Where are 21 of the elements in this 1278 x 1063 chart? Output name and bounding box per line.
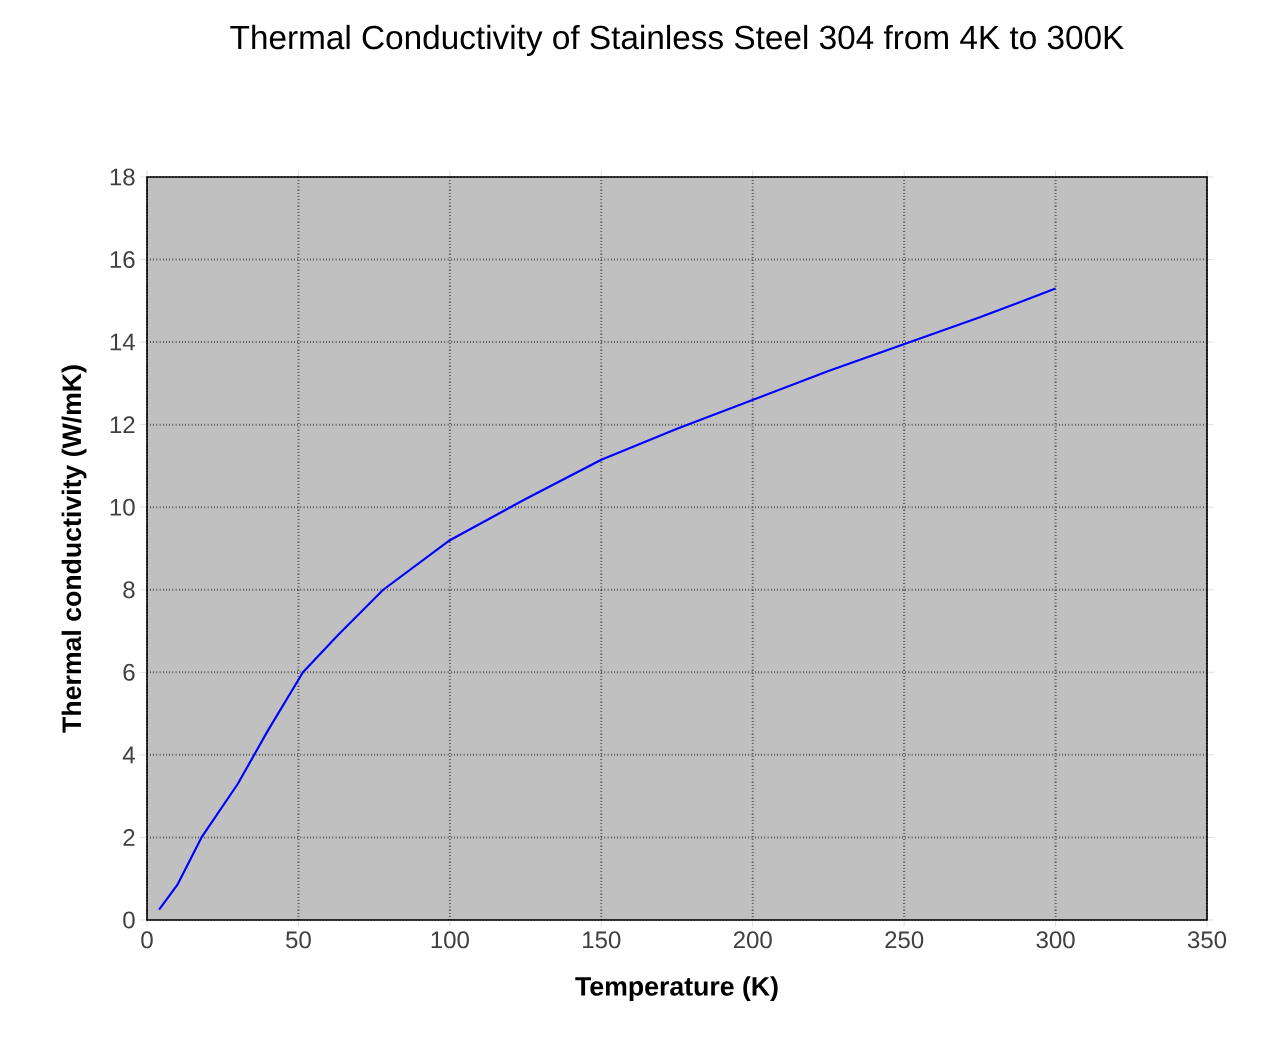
chart-title: Thermal Conductivity of Stainless Steel 304 from 4K to 300K (230, 24, 1124, 56)
y-tick-label: 10 (110, 498, 135, 516)
x-tick-label: 150 (583, 931, 621, 949)
x-tick-label: 200 (733, 931, 772, 949)
y-tick-label: 0 (123, 911, 135, 929)
y-tick-label: 14 (110, 333, 135, 351)
y-tick-label: 12 (110, 416, 135, 434)
x-tick-label: 250 (885, 931, 924, 949)
x-tick-label: 50 (286, 931, 311, 949)
x-tick-label: 100 (431, 931, 469, 949)
y-tick-label: 16 (110, 251, 135, 269)
x-tick-label: 300 (1036, 931, 1075, 949)
y-axis-title: Thermal conductivity (W/mK) (61, 365, 87, 733)
x-tick-label: 0 (141, 931, 153, 949)
x-tick-label: 350 (1187, 931, 1227, 949)
y-tick-label: 2 (123, 829, 135, 846)
x-axis-title: Temperature (K) (575, 976, 778, 1002)
y-tick-label: 8 (123, 581, 135, 599)
y-tick-label: 6 (123, 663, 135, 681)
y-tick-label: 4 (122, 746, 135, 764)
y-tick-label: 18 (110, 168, 135, 186)
